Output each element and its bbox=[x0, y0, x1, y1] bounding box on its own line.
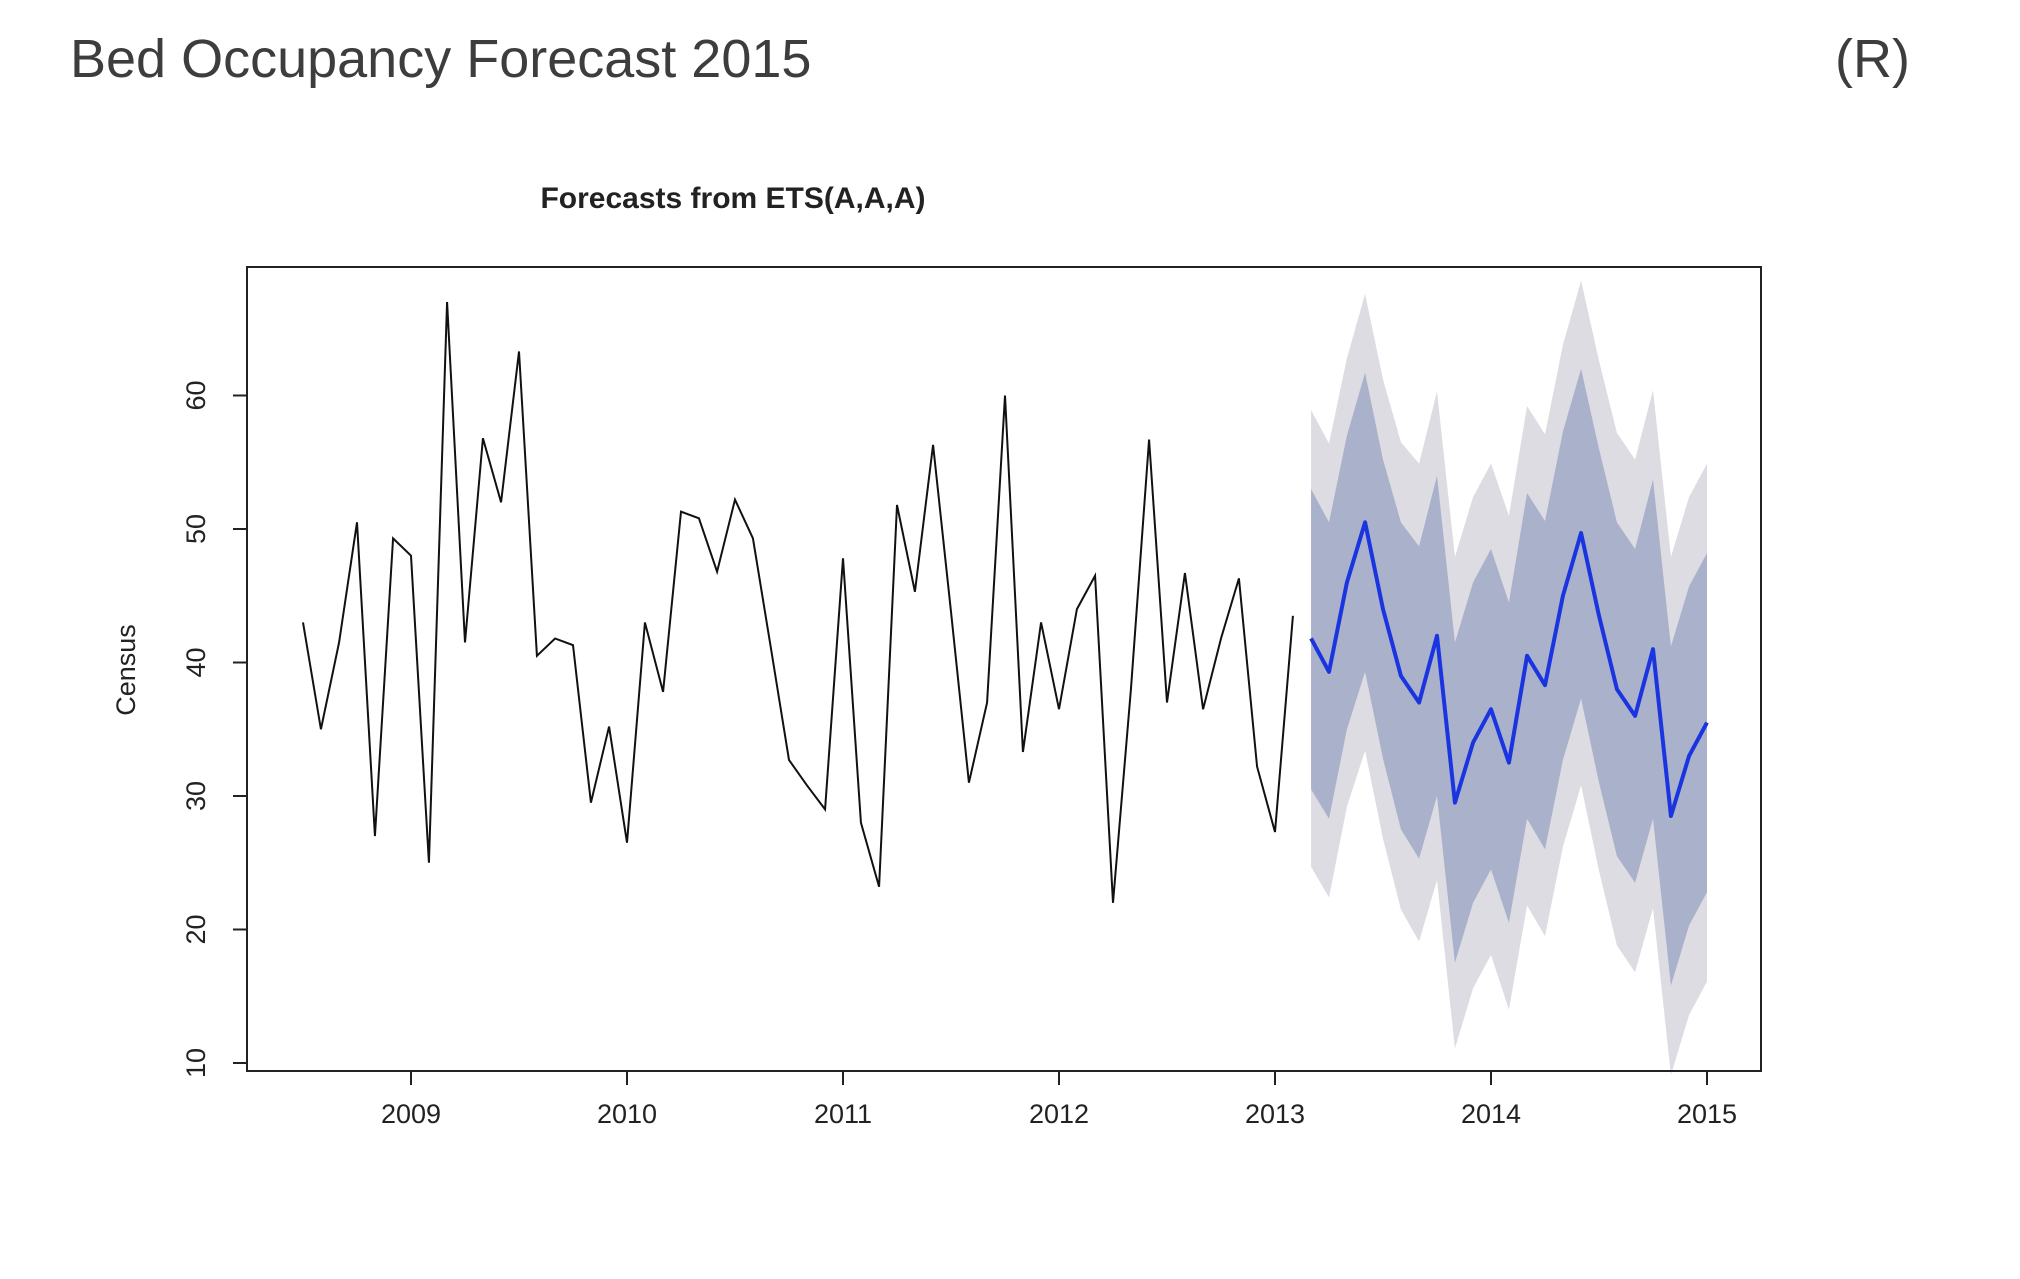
y-tick-label: 60 bbox=[181, 380, 211, 410]
y-axis-label: Census bbox=[111, 624, 141, 716]
x-tick-label: 2010 bbox=[597, 1099, 657, 1129]
y-axis: 10 20 30 40 50 60 bbox=[181, 380, 247, 1078]
pi80-band-layer bbox=[1311, 368, 1707, 986]
y-tick-label: 40 bbox=[181, 647, 211, 677]
x-tick-label: 2009 bbox=[381, 1099, 441, 1129]
pi80-band bbox=[1311, 368, 1707, 986]
chart-title: Forecasts from ETS(A,A,A) bbox=[540, 182, 925, 215]
observed-series-line bbox=[302, 301, 1294, 903]
x-tick-label: 2012 bbox=[1029, 1099, 1089, 1129]
y-tick-label: 20 bbox=[181, 914, 211, 944]
x-tick-label: 2011 bbox=[814, 1099, 872, 1129]
x-tick-label: 2015 bbox=[1677, 1099, 1737, 1129]
forecast-series-line bbox=[1309, 520, 1709, 819]
plot-frame bbox=[246, 266, 1762, 1072]
y-tick-label: 50 bbox=[181, 514, 211, 544]
y-tick-label: 10 bbox=[181, 1048, 211, 1078]
x-tick-label: 2014 bbox=[1461, 1099, 1521, 1129]
series-layer bbox=[302, 301, 1709, 903]
x-axis: 2009 2010 2011 2012 2013 2014 2015 bbox=[381, 1071, 1737, 1129]
slide-tag: (R) bbox=[1835, 29, 1910, 89]
slide-title: Bed Occupancy Forecast 2015 bbox=[70, 29, 812, 89]
x-tick-label: 2013 bbox=[1245, 1099, 1305, 1129]
y-tick-label: 30 bbox=[181, 781, 211, 811]
